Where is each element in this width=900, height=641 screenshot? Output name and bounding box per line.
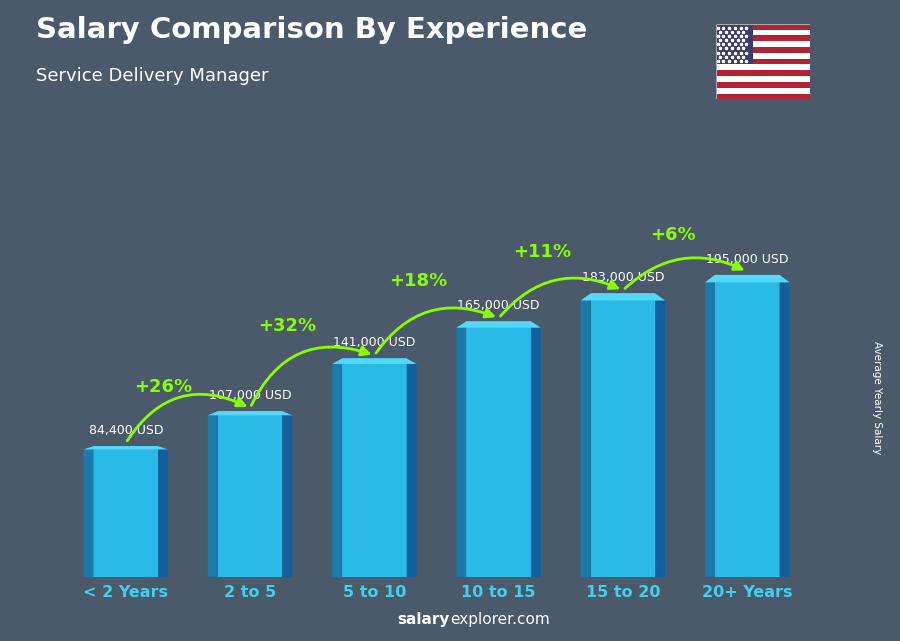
Bar xyxy=(716,88,810,94)
Polygon shape xyxy=(283,411,293,577)
Polygon shape xyxy=(456,321,541,328)
FancyBboxPatch shape xyxy=(715,275,779,577)
FancyBboxPatch shape xyxy=(342,358,407,577)
Text: +26%: +26% xyxy=(134,378,192,396)
Polygon shape xyxy=(332,358,417,364)
Bar xyxy=(716,94,810,99)
Polygon shape xyxy=(208,411,218,577)
Polygon shape xyxy=(580,294,665,301)
Polygon shape xyxy=(705,275,715,577)
Polygon shape xyxy=(332,358,342,577)
Text: 107,000 USD: 107,000 USD xyxy=(209,389,292,402)
Polygon shape xyxy=(158,446,168,577)
Polygon shape xyxy=(407,358,417,577)
Text: Salary Comparison By Experience: Salary Comparison By Experience xyxy=(36,16,587,44)
Bar xyxy=(716,47,810,53)
Polygon shape xyxy=(84,446,94,577)
Text: +6%: +6% xyxy=(650,226,696,244)
Polygon shape xyxy=(655,294,665,577)
Bar xyxy=(716,65,810,71)
Text: +32%: +32% xyxy=(258,317,317,335)
Text: Service Delivery Manager: Service Delivery Manager xyxy=(36,67,268,85)
Polygon shape xyxy=(208,411,292,415)
Polygon shape xyxy=(456,321,466,577)
Text: +11%: +11% xyxy=(513,242,572,261)
Text: Average Yearly Salary: Average Yearly Salary xyxy=(872,341,883,454)
Text: +18%: +18% xyxy=(389,272,447,290)
Bar xyxy=(716,24,810,29)
Bar xyxy=(716,35,810,41)
Polygon shape xyxy=(84,446,168,449)
Text: 183,000 USD: 183,000 USD xyxy=(581,271,664,284)
FancyBboxPatch shape xyxy=(218,411,283,577)
Polygon shape xyxy=(779,275,789,577)
Polygon shape xyxy=(705,275,789,283)
FancyBboxPatch shape xyxy=(590,294,655,577)
Text: 165,000 USD: 165,000 USD xyxy=(457,299,540,312)
Polygon shape xyxy=(580,294,590,577)
Bar xyxy=(716,76,810,82)
Bar xyxy=(716,41,810,47)
Text: 141,000 USD: 141,000 USD xyxy=(333,336,416,349)
Bar xyxy=(716,71,810,76)
Text: 195,000 USD: 195,000 USD xyxy=(706,253,788,265)
Bar xyxy=(716,53,810,58)
FancyBboxPatch shape xyxy=(466,321,531,577)
Text: explorer.com: explorer.com xyxy=(450,612,550,627)
Bar xyxy=(716,24,753,65)
Polygon shape xyxy=(531,321,541,577)
Bar xyxy=(716,82,810,88)
FancyBboxPatch shape xyxy=(94,446,158,577)
Bar xyxy=(716,58,810,65)
Bar xyxy=(716,29,810,35)
Text: salary: salary xyxy=(398,612,450,627)
Text: 84,400 USD: 84,400 USD xyxy=(88,424,163,437)
